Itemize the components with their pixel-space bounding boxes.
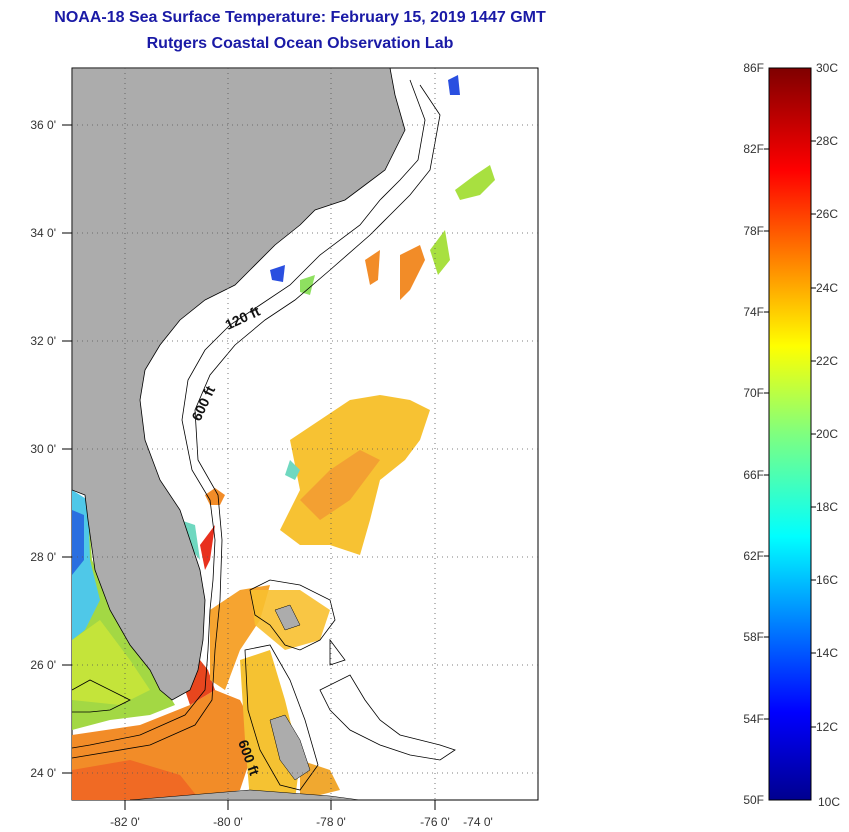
lat-label: 28 0' — [30, 550, 56, 564]
colorbar-f-label: 58F — [743, 630, 764, 644]
colorbar-ticks — [764, 140, 816, 728]
colorbar-f-label: 86F — [743, 61, 764, 75]
colorbar-c-label: 12C — [816, 720, 838, 734]
axis-ticks — [62, 124, 436, 810]
map-title: NOAA-18 Sea Surface Temperature: Februar… — [54, 9, 546, 26]
colorbar-c-label: 10C — [818, 795, 840, 809]
colorbar-c-label: 30C — [816, 61, 838, 75]
lat-label: 24 0' — [30, 766, 56, 780]
colorbar-c-label: 20C — [816, 427, 838, 441]
lat-label: 26 0' — [30, 658, 56, 672]
lon-label: -78 0' — [316, 815, 346, 829]
colorbar-c-label: 24C — [816, 281, 838, 295]
colorbar-f-label: 50F — [743, 793, 764, 807]
colorbar-f-label: 66F — [743, 468, 764, 482]
land-mass — [72, 68, 406, 701]
lat-label: 32 0' — [30, 334, 56, 348]
map-grid — [72, 68, 538, 800]
lon-label: -74 0' — [463, 815, 493, 829]
lat-label: 34 0' — [30, 226, 56, 240]
bathymetry-contours — [72, 79, 456, 791]
colorbar-f-label: 74F — [743, 305, 764, 319]
colorbar-c-label: 16C — [816, 573, 838, 587]
lon-label: -76 0' — [420, 815, 450, 829]
colorbar-c-label: 14C — [816, 646, 838, 660]
colorbar-f-label: 54F — [743, 712, 764, 726]
colorbar-f-label: 70F — [743, 386, 764, 400]
colorbar-c-label: 26C — [816, 207, 838, 221]
colorbar-c-label: 28C — [816, 134, 838, 148]
lon-label: -82 0' — [110, 815, 140, 829]
colorbar-c-label: 22C — [816, 354, 838, 368]
lat-label: 30 0' — [30, 442, 56, 456]
lat-label: 36 0' — [30, 118, 56, 132]
colorbar-c-label: 18C — [816, 500, 838, 514]
colorbar — [768, 67, 812, 801]
colorbar-f-label: 62F — [743, 549, 764, 563]
colorbar-f-label: 78F — [743, 224, 764, 238]
sst-data-layer — [72, 75, 495, 800]
colorbar-f-label: 82F — [743, 142, 764, 156]
lon-label: -80 0' — [213, 815, 243, 829]
map-subtitle: Rutgers Coastal Ocean Observation Lab — [146, 35, 454, 52]
